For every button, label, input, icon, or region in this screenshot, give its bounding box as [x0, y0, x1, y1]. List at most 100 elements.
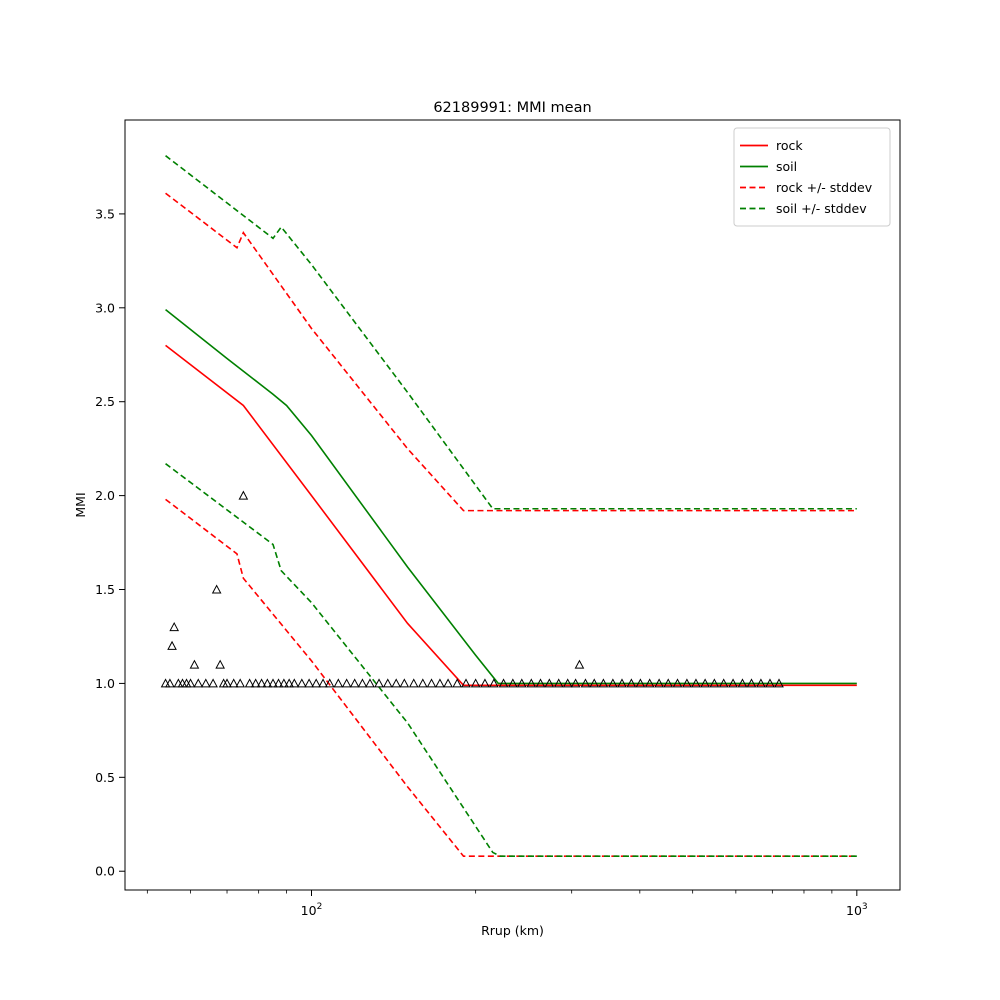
observation-marker — [284, 678, 294, 688]
observation-marker — [470, 678, 481, 688]
observation-marker — [244, 678, 255, 688]
observation-marker — [289, 678, 300, 688]
observation-marker — [408, 678, 419, 688]
observation-marker — [374, 678, 384, 688]
observation-marker — [580, 678, 591, 688]
y-axis: 0.0 0.5 1.0 1.5 2.0 2.5 3.0 3.5 — [95, 206, 125, 879]
observation-marker — [737, 678, 748, 688]
observation-marker — [200, 678, 211, 688]
observation-marker — [452, 678, 463, 688]
y-axis-label: MMI — [73, 492, 88, 517]
observation-marker — [598, 678, 609, 688]
observation-marker — [208, 678, 218, 688]
legend-box — [733, 127, 891, 227]
observation-marker — [382, 678, 393, 688]
observation-marker — [672, 678, 683, 688]
observation-marker — [709, 678, 720, 688]
observation-marker — [728, 678, 738, 688]
y-tick-label: 1.5 — [95, 582, 115, 597]
observation-marker — [700, 678, 710, 688]
observation-marker — [574, 659, 585, 669]
observation-marker — [165, 678, 175, 688]
observation-marker — [544, 678, 555, 688]
observation-marker — [268, 678, 278, 688]
observation-marker — [215, 659, 225, 669]
observation-marker — [189, 659, 200, 669]
observation-marker — [435, 678, 445, 688]
observation-marker — [765, 678, 775, 688]
observation-marker — [211, 584, 222, 594]
observation-marker — [341, 678, 352, 688]
observation-marker — [185, 678, 196, 688]
plot-area — [124, 119, 901, 891]
observation-marker — [562, 678, 573, 688]
observation-marker — [357, 678, 368, 688]
observation-marker — [311, 678, 322, 688]
observation-marker — [238, 490, 249, 500]
observation-marker — [570, 678, 581, 688]
observation-marker — [746, 678, 757, 688]
observation-marker — [262, 678, 273, 688]
observation-marker — [296, 678, 307, 688]
observation-marker — [589, 678, 600, 688]
observation-marker — [663, 678, 674, 688]
observation-marker — [526, 678, 537, 688]
observation-marker — [279, 678, 289, 688]
observation-marker — [644, 678, 655, 688]
observation-marker — [273, 678, 284, 688]
x-axis: 102 103 — [146, 890, 868, 918]
y-tick-label: 0.5 — [95, 770, 115, 785]
legend: rock soil rock +/- stddev soil +/- stddev — [733, 127, 891, 227]
observation-marker — [304, 678, 314, 688]
observation-marker — [774, 678, 784, 688]
observation-marker — [349, 678, 360, 688]
legend-label: rock — [776, 138, 803, 153]
y-tick-label: 3.5 — [95, 206, 115, 221]
observation-marker — [756, 678, 766, 688]
observation-marker — [691, 678, 701, 688]
observation-marker — [222, 678, 232, 688]
observation-marker — [417, 678, 428, 688]
observation-marker — [399, 678, 410, 688]
observation-marker — [553, 678, 564, 688]
observation-marker — [516, 678, 527, 688]
series-line-3 — [165, 498, 857, 857]
observation-marker — [443, 678, 453, 688]
legend-label: soil +/- stddev — [776, 201, 867, 216]
x-axis-label: Rrup (km) — [481, 923, 544, 938]
legend-label: soil — [776, 159, 797, 174]
series-layer — [165, 155, 857, 857]
y-tick-label: 1.0 — [95, 676, 115, 691]
observations-layer — [160, 490, 784, 688]
observation-marker — [535, 678, 546, 688]
observation-marker — [333, 678, 344, 688]
observation-marker — [461, 678, 471, 688]
observation-marker — [608, 678, 618, 688]
observation-marker — [498, 678, 509, 688]
y-tick-label: 2.5 — [95, 394, 115, 409]
y-tick-label: 2.0 — [95, 488, 115, 503]
y-tick-label: 0.0 — [95, 864, 115, 879]
x-tick-label: 102 — [301, 902, 323, 918]
observation-marker — [167, 640, 177, 650]
series-line-0 — [165, 344, 857, 687]
observation-marker — [391, 678, 402, 688]
observation-marker — [480, 678, 490, 688]
series-line-2 — [165, 192, 857, 512]
observation-marker — [426, 678, 437, 688]
observation-marker — [626, 678, 637, 688]
observation-marker — [228, 678, 239, 688]
observation-marker — [654, 678, 664, 688]
observation-marker — [318, 678, 328, 688]
observation-marker — [365, 678, 375, 688]
observation-marker — [489, 678, 499, 688]
plot-frame — [124, 119, 901, 891]
observation-marker — [324, 678, 335, 688]
observation-marker — [718, 678, 729, 688]
y-tick-label: 3.0 — [95, 300, 115, 315]
series-line-1 — [165, 309, 857, 685]
observation-marker — [682, 678, 692, 688]
observation-marker — [193, 678, 204, 688]
observation-marker — [250, 678, 261, 688]
